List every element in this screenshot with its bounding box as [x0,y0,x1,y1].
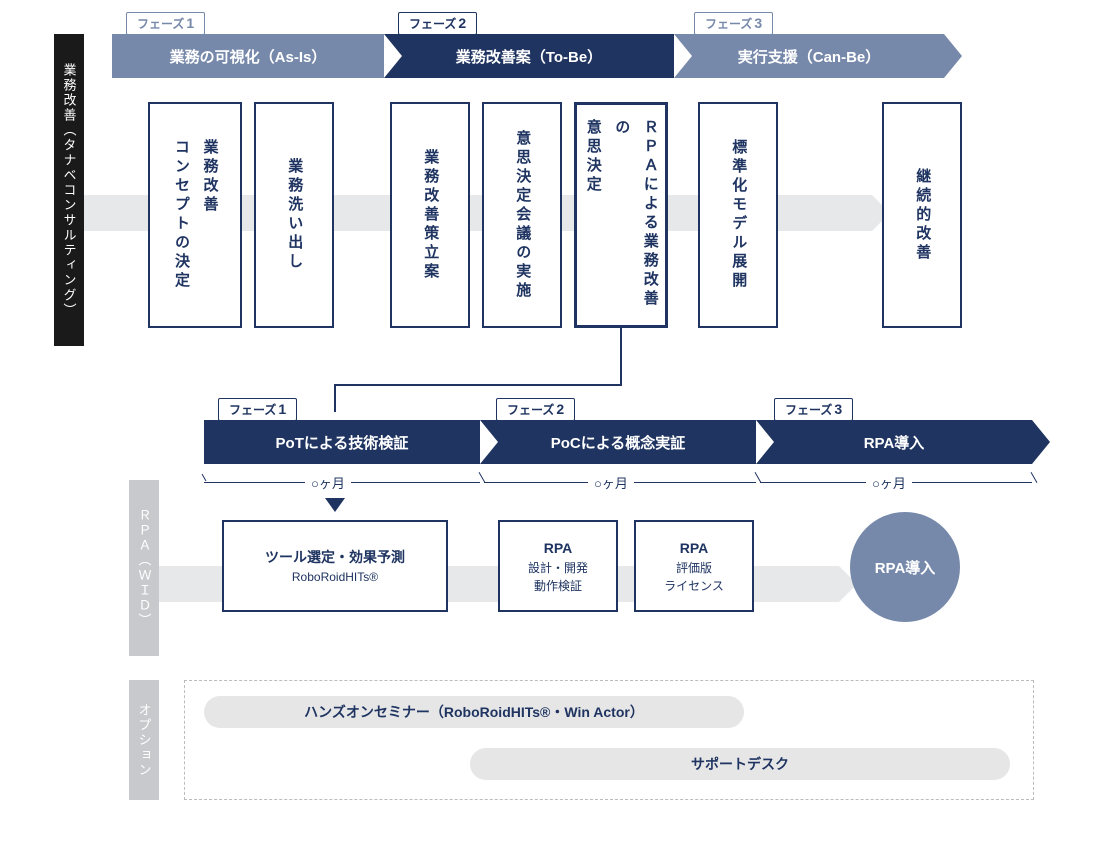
row1-phase-1: 業務の可視化（As-Is） [112,34,384,78]
row1-box-5-emphasized: ＲＰＡによる業務改善の意思決定 [574,102,668,328]
pointer-down-icon [325,498,345,512]
option-pill-2-text: サポートデスク [691,754,789,774]
row2-box-1-sub: RoboRoidHITs® [292,568,378,586]
row2-box-2-title: RPA [544,538,573,559]
row2-box-3-sub: 評価版 ライセンス [664,559,724,595]
option-pill-1: ハンズオンセミナー（RoboRoidHITs®・Win Actor） [204,696,744,728]
row2-phase-2: PoCによる概念実証 [480,420,756,464]
row2-box-3-title: RPA [680,538,709,559]
side-label-business-improvement: 業務改善（タナベコンサルティング） [54,34,84,346]
row1-box-3: 業務改善策立案 [390,102,470,328]
row1-box-4-text: 意思決定会議の実施 [508,130,537,301]
row2-tag-1: フェーズ1 [218,398,297,421]
side-label-rpa-text: ＲＰＡ（ＷＩＤ） [135,508,154,628]
row1-tag-2: フェーズ2 [398,12,477,35]
row1-box-7-text: 継続的改善 [908,168,937,263]
row1-box-1: 業務改善コンセプトの決定 [148,102,242,328]
connector-v1 [620,328,622,386]
row1-phase-1-title: 業務の可視化（As-Is） [170,46,327,67]
row1-box-1-text: 業務改善コンセプトの決定 [167,139,224,291]
row2-phase-3-title: RPA導入 [864,432,925,453]
row2-phase-1-title: PoTによる技術検証 [276,432,409,453]
row2-tag-3: フェーズ3 [774,398,853,421]
row1-box-6: 標準化モデル展開 [698,102,778,328]
row2-box-1: ツール選定・効果予測 RoboRoidHITs® [222,520,448,612]
connector-h1 [334,384,622,386]
row1-box-2-text: 業務洗い出し [280,158,309,272]
row1-box-3-text: 業務改善策立案 [416,149,445,282]
dur1-left-tick [202,474,207,481]
row2-box-3: RPA 評価版 ライセンス [634,520,754,612]
row2-box-1-title: ツール選定・効果予測 [265,547,405,568]
dur2-label: ○ヶ月 [588,473,634,492]
dur1-label: ○ヶ月 [305,473,351,492]
row1-phase-2-title: 業務改善案（To-Be） [456,46,602,67]
row1-phase-2: 業務改善案（To-Be） [384,34,674,78]
row2-circle-text: RPA導入 [875,557,936,578]
row1-tag-1: フェーズ1 [126,12,205,35]
row2-phase-3: RPA導入 [756,420,1032,464]
dur3-label: ○ヶ月 [866,473,912,492]
side-label-option-text: オプション [135,703,154,778]
side-label-option: オプション [129,680,159,800]
row1-phase-3-title: 実行支援（Can-Be） [738,46,881,67]
row2-box-2: RPA 設計・開発 動作検証 [498,520,618,612]
row2-phase-2-title: PoCによる概念実証 [551,432,686,453]
row1-phase-3: 実行支援（Can-Be） [674,34,944,78]
side-label-rpa-wid: ＲＰＡ（ＷＩＤ） [129,480,159,656]
row1-tag-3: フェーズ3 [694,12,773,35]
option-pill-1-text: ハンズオンセミナー（RoboRoidHITs®・Win Actor） [304,702,644,722]
option-pill-2: サポートデスク [470,748,1010,780]
row1-box-7: 継続的改善 [882,102,962,328]
row2-tag-2: フェーズ2 [496,398,575,421]
side-label-text: 業務改善（タナベコンサルティング） [60,63,79,318]
row1-box-6-text: 標準化モデル展開 [724,139,753,291]
row2-circle-rpa: RPA導入 [850,512,960,622]
row1-box-4: 意思決定会議の実施 [482,102,562,328]
row2-box-2-sub: 設計・開発 動作検証 [528,559,588,595]
row1-box-2: 業務洗い出し [254,102,334,328]
row1-box-5-text: ＲＰＡによる業務改善の意思決定 [578,119,664,311]
row2-phase-1: PoTによる技術検証 [204,420,480,464]
connector-v2 [334,384,336,412]
